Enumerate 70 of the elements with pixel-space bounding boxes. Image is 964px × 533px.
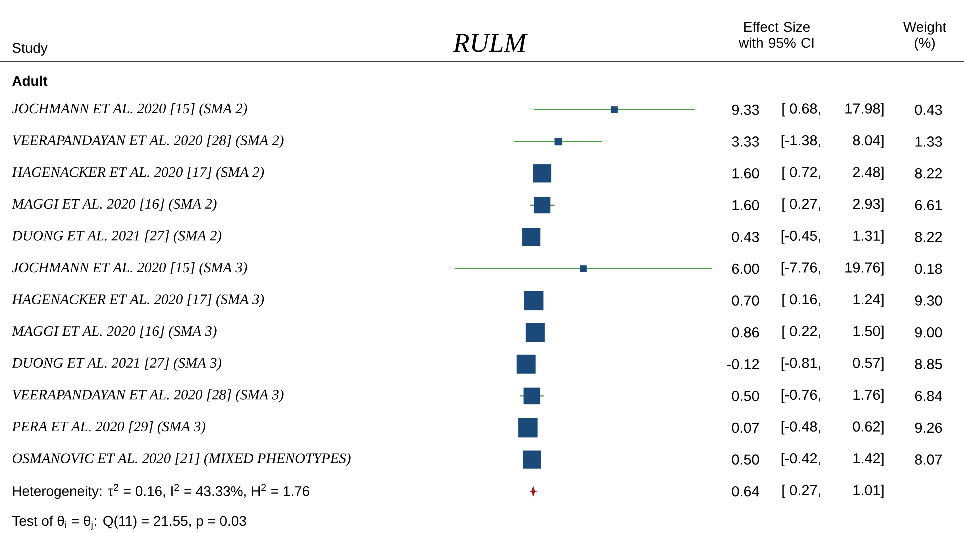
data-label: 6.61 [915,200,942,211]
data-label: [-0.42, [782,453,821,467]
data-label: 8.85 [915,359,942,370]
data-label: 0.70 [732,296,760,306]
category-label: DUONG ET AL. 2021 [27] (SMA 2) [12,230,222,244]
data-label: [ 0.27, [782,198,820,212]
data-label: 0.18 [915,264,942,274]
data-label: 3.33 [732,136,760,147]
data-label: 1.50] [854,326,884,340]
data-label: 8.04] [853,135,884,149]
data-label: 9.26 [915,422,942,434]
category-label: VEERAPANDAYAN ET AL. 2020 [28] (SMA 2) [12,135,284,148]
data-label: 0.86 [732,327,760,338]
data-label: [ 0.72, [782,166,820,180]
data-label: 0.43 [732,232,760,242]
data-label: [-0.81, [782,358,821,372]
data-label: [-7.76, [782,262,821,276]
data-label: 1.24] [854,294,884,308]
data-label: 1.60 [732,200,760,211]
data-label: 0.50 [732,454,760,465]
data-label: [ 0.68, [782,103,820,117]
category-label: HAGENACKER ET AL. 2020 [17] (SMA 2) [12,167,264,180]
data-label: 0.43 [915,104,942,116]
data-label: 8.22 [915,168,942,179]
data-label: 2.48] [853,166,884,180]
data-label: 0.57] [853,358,884,372]
data-label: 1.01] [854,484,884,498]
text: Study [12,42,48,56]
data-label: [-1.38, [782,135,821,149]
data-label: -0.12 [728,359,760,370]
data-label: 1.60 [732,168,760,179]
data-label: 0.50 [732,391,760,402]
text: Adult [12,76,48,86]
data-label: [-0.45, [782,230,821,244]
category-label: Heterogeneity: τ$^{2}$ = 0.16, I$^{2}$ = 43.33%, H$^{2}$ = 1.76 [13,484,310,500]
data-label: 9.33 [732,104,760,116]
category-label: PERA ET AL. 2020 [29] (SMA 3) [12,421,206,435]
data-label: 1.76] [854,389,884,403]
category-label: MAGGI ET AL. 2020 [16] (SMA 3) [12,326,217,340]
data-label: 0.62] [853,421,884,435]
data-label: [ 0.22, [782,326,820,340]
data-label: 6.84 [915,391,942,402]
text: Test of θ$_{i}$ = θ$_{j}$: Q(11) = 21.55, p = 0.03 [12,516,246,530]
data-label: 19.76] [846,262,884,276]
category-label: OSMANOVIC ET AL. 2020 [21] (MIXED PHENOTYPES) [12,453,351,466]
data-label: [ 0.16, [782,294,820,308]
category-label: MAGGI ET AL. 2020 [16] (SMA 2) [12,198,217,212]
data-label: [ 0.27, [782,484,820,498]
data-label: 9.00 [915,327,942,338]
data-label: 8.22 [915,232,942,242]
category-label: DUONG ET AL. 2021 [27] (SMA 3) [12,358,222,371]
data-label: 1.33 [916,136,942,147]
text: Weight (%) [903,22,946,51]
category-label: HAGENACKER ET AL. 2020 [17] (SMA 3) [12,294,264,308]
data-label: 1.31] [854,230,884,244]
data-label: [-0.76, [782,389,821,403]
data-label: 17.98] [846,103,884,117]
text: RULM [453,34,528,52]
data-label: 0.64 [732,486,760,497]
data-label: 8.07 [915,454,942,465]
category-label: VEERAPANDAYAN ET AL. 2020 [28] (SMA 3) [12,390,284,403]
category-label: JOCHMANN ET AL. 2020 [15] (SMA 3) [12,262,248,276]
data-label: 2.93] [853,198,884,212]
data-label: 1.42] [854,453,884,467]
data-label: [-0.48, [782,421,821,435]
category-label: JOCHMANN ET AL. 2020 [15] (SMA 2) [12,103,248,117]
data-label: 6.00 [732,264,760,274]
data-label: 0.07 [732,422,760,434]
data-label: 9.30 [915,296,942,306]
text: Effect Size with 95% CI [739,22,814,48]
